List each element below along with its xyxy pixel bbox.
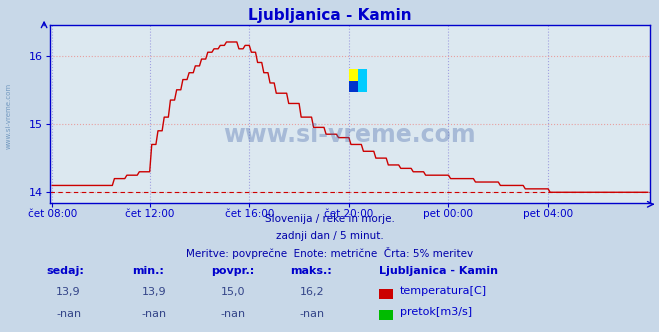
Text: Meritve: povprečne  Enote: metrične  Črta: 5% meritev: Meritve: povprečne Enote: metrične Črta:… (186, 247, 473, 259)
Text: -nan: -nan (56, 309, 81, 319)
Bar (349, 81, 358, 92)
Text: -nan: -nan (221, 309, 246, 319)
Text: Ljubljanica - Kamin: Ljubljanica - Kamin (379, 266, 498, 276)
Text: 13,9: 13,9 (142, 288, 166, 297)
Text: zadnji dan / 5 minut.: zadnji dan / 5 minut. (275, 231, 384, 241)
Text: -nan: -nan (300, 309, 325, 319)
Text: -nan: -nan (142, 309, 167, 319)
Text: Ljubljanica - Kamin: Ljubljanica - Kamin (248, 8, 411, 23)
Text: sedaj:: sedaj: (46, 266, 84, 276)
Text: 13,9: 13,9 (56, 288, 80, 297)
Text: povpr.:: povpr.: (211, 266, 254, 276)
Text: 15,0: 15,0 (221, 288, 245, 297)
Text: maks.:: maks.: (290, 266, 331, 276)
Text: min.:: min.: (132, 266, 163, 276)
Text: pretok[m3/s]: pretok[m3/s] (400, 307, 472, 317)
Bar (358, 69, 366, 81)
Bar (358, 81, 366, 92)
Text: www.si-vreme.com: www.si-vreme.com (223, 123, 476, 147)
Text: Slovenija / reke in morje.: Slovenija / reke in morje. (264, 214, 395, 224)
Text: 16,2: 16,2 (300, 288, 324, 297)
Text: temperatura[C]: temperatura[C] (400, 286, 487, 295)
Text: www.si-vreme.com: www.si-vreme.com (5, 83, 11, 149)
Bar (349, 69, 358, 81)
